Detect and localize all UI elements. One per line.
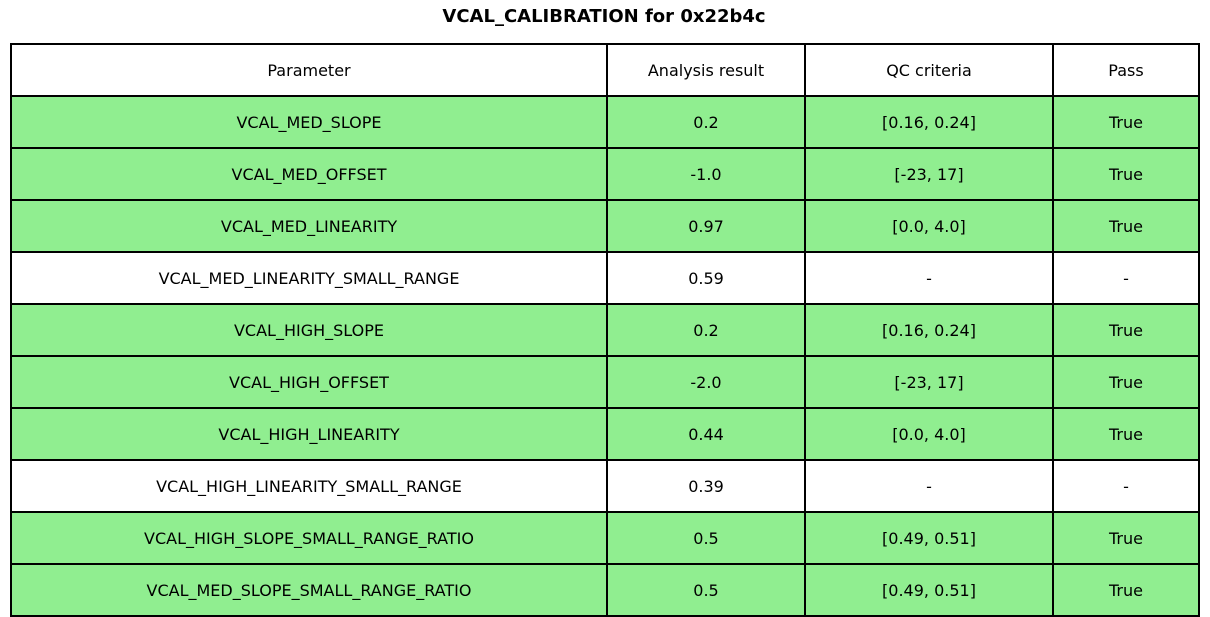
- cell-parameter: VCAL_HIGH_LINEARITY: [10, 407, 608, 461]
- table-row: VCAL_MED_LINEARITY_SMALL_RANGE 0.59 - -: [10, 251, 1200, 305]
- cell-pass: True: [1052, 563, 1200, 617]
- table-row: VCAL_HIGH_SLOPE_SMALL_RANGE_RATIO 0.5 [0…: [10, 511, 1200, 565]
- cell-parameter: VCAL_HIGH_SLOPE: [10, 303, 608, 357]
- table-row: VCAL_MED_OFFSET -1.0 [-23, 17] True: [10, 147, 1200, 201]
- cell-result: 0.44: [606, 407, 806, 461]
- cell-pass: -: [1052, 251, 1200, 305]
- cell-result: 0.5: [606, 563, 806, 617]
- cell-pass: -: [1052, 459, 1200, 513]
- cell-parameter: VCAL_HIGH_SLOPE_SMALL_RANGE_RATIO: [10, 511, 608, 565]
- cell-pass: True: [1052, 147, 1200, 201]
- table-row: VCAL_HIGH_LINEARITY 0.44 [0.0, 4.0] True: [10, 407, 1200, 461]
- cell-result: 0.2: [606, 95, 806, 149]
- cell-result: -1.0: [606, 147, 806, 201]
- cell-pass: True: [1052, 199, 1200, 253]
- cell-pass: True: [1052, 95, 1200, 149]
- cell-pass: True: [1052, 355, 1200, 409]
- cell-criteria: [-23, 17]: [804, 147, 1054, 201]
- cell-parameter: VCAL_HIGH_OFFSET: [10, 355, 608, 409]
- cell-result: 0.97: [606, 199, 806, 253]
- page-title: VCAL_CALIBRATION for 0x22b4c: [442, 6, 766, 27]
- cell-pass: True: [1052, 303, 1200, 357]
- cell-pass: True: [1052, 407, 1200, 461]
- cell-result: 0.2: [606, 303, 806, 357]
- column-header-qc-criteria: QC criteria: [804, 43, 1054, 97]
- table-row: VCAL_HIGH_LINEARITY_SMALL_RANGE 0.39 - -: [10, 459, 1200, 513]
- cell-result: -2.0: [606, 355, 806, 409]
- cell-parameter: VCAL_MED_LINEARITY_SMALL_RANGE: [10, 251, 608, 305]
- column-header-parameter: Parameter: [10, 43, 608, 97]
- cell-criteria: [0.49, 0.51]: [804, 563, 1054, 617]
- cell-criteria: [0.0, 4.0]: [804, 407, 1054, 461]
- cell-criteria: -: [804, 459, 1054, 513]
- qc-results-table: Parameter Analysis result QC criteria Pa…: [10, 43, 1200, 617]
- cell-pass: True: [1052, 511, 1200, 565]
- table-row: VCAL_MED_SLOPE 0.2 [0.16, 0.24] True: [10, 95, 1200, 149]
- table-row: VCAL_HIGH_OFFSET -2.0 [-23, 17] True: [10, 355, 1200, 409]
- column-header-analysis-result: Analysis result: [606, 43, 806, 97]
- cell-criteria: [0.49, 0.51]: [804, 511, 1054, 565]
- cell-parameter: VCAL_MED_LINEARITY: [10, 199, 608, 253]
- cell-criteria: [0.16, 0.24]: [804, 303, 1054, 357]
- column-header-pass: Pass: [1052, 43, 1200, 97]
- table-row: VCAL_MED_SLOPE_SMALL_RANGE_RATIO 0.5 [0.…: [10, 563, 1200, 617]
- cell-parameter: VCAL_HIGH_LINEARITY_SMALL_RANGE: [10, 459, 608, 513]
- cell-parameter: VCAL_MED_OFFSET: [10, 147, 608, 201]
- cell-result: 0.59: [606, 251, 806, 305]
- cell-result: 0.5: [606, 511, 806, 565]
- cell-parameter: VCAL_MED_SLOPE: [10, 95, 608, 149]
- table-header-row: Parameter Analysis result QC criteria Pa…: [10, 43, 1200, 97]
- cell-criteria: [-23, 17]: [804, 355, 1054, 409]
- table-row: VCAL_MED_LINEARITY 0.97 [0.0, 4.0] True: [10, 199, 1200, 253]
- cell-criteria: [0.0, 4.0]: [804, 199, 1054, 253]
- table-row: VCAL_HIGH_SLOPE 0.2 [0.16, 0.24] True: [10, 303, 1200, 357]
- cell-criteria: -: [804, 251, 1054, 305]
- cell-result: 0.39: [606, 459, 806, 513]
- cell-parameter: VCAL_MED_SLOPE_SMALL_RANGE_RATIO: [10, 563, 608, 617]
- cell-criteria: [0.16, 0.24]: [804, 95, 1054, 149]
